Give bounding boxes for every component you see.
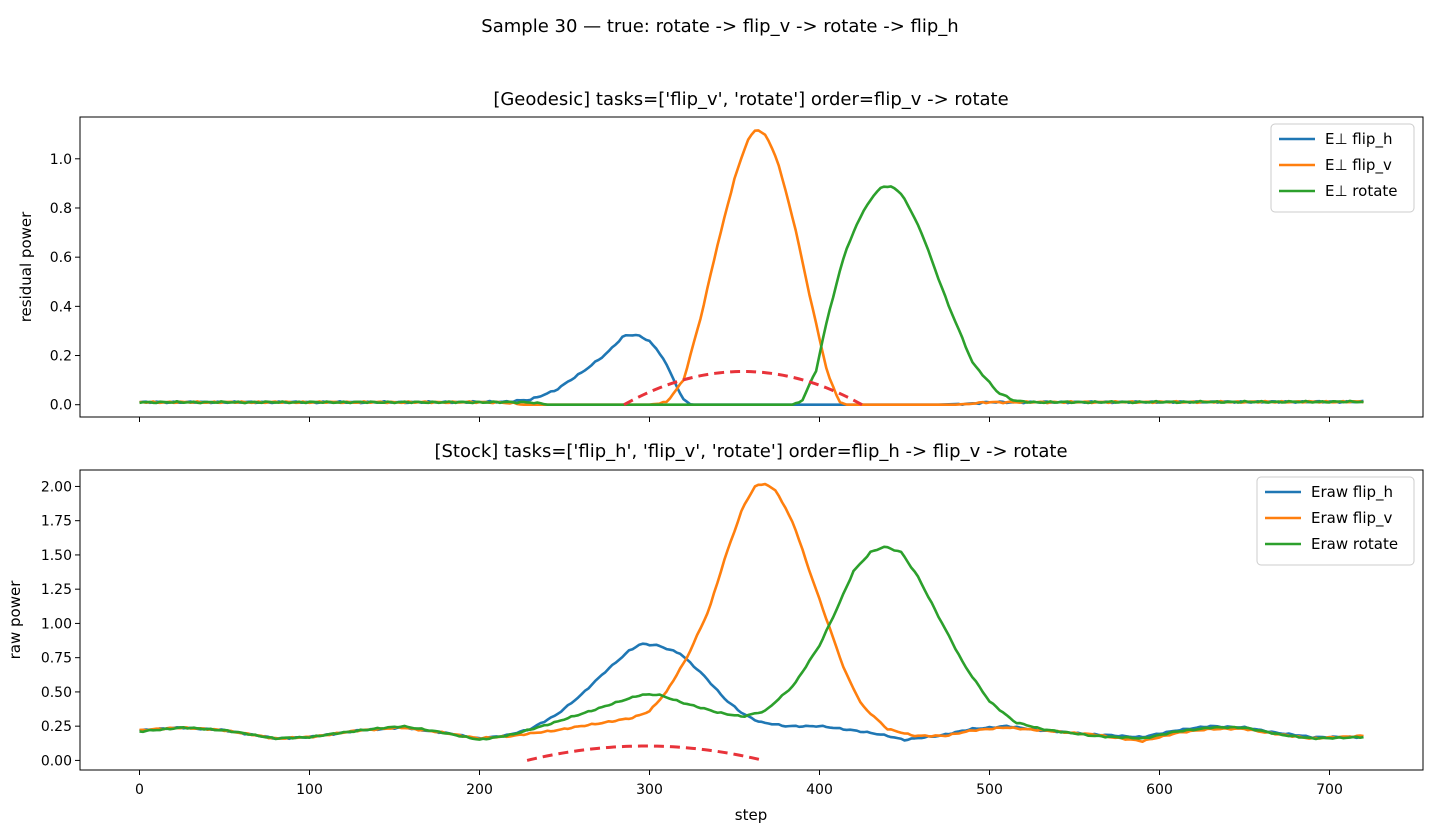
stock-y-ticks: 0.00 0.25 0.50 0.75 1.00 1.25 1.50 1.75 2.00: [41, 479, 80, 769]
stock-series-group: [139, 482, 1364, 744]
geodesic-y-tick-label: 0.4: [50, 299, 72, 315]
stock-x-axis-label: step: [735, 806, 767, 824]
stock-y-tick-label: 0.00: [41, 753, 72, 769]
geodesic-y-tick-label: 0.8: [50, 201, 72, 217]
stock-legend-label-3: Eraw rotate: [1311, 535, 1398, 553]
figure-suptitle: Sample 30 — true: rotate -> flip_v -> ro…: [481, 16, 958, 37]
stock-legend: Eraw flip_h Eraw flip_v Eraw rotate: [1256, 476, 1415, 566]
stock-y-tick-label: 0.50: [41, 685, 72, 701]
geodesic-series-group: [139, 129, 1364, 406]
geodesic-y-tick-label: 1.0: [50, 152, 72, 168]
geodesic-plot-frame: [79, 116, 1424, 418]
geodesic-y-tick-label: 0.0: [50, 398, 72, 414]
stock-x-tick-label: 600: [1146, 782, 1173, 798]
stock-legend-label-2: Eraw flip_v: [1311, 509, 1393, 528]
stock-dashed-curve: [526, 744, 764, 762]
geodesic-y-tick-label: 0.6: [50, 250, 72, 266]
stock-y-tick-label: 0.25: [41, 719, 72, 735]
stock-y-tick-label: 1.25: [41, 582, 72, 598]
geodesic-legend-label-3: E⊥ rotate: [1325, 182, 1398, 200]
geodesic-panel: [Geodesic] tasks=['flip_v', 'rotate'] or…: [17, 89, 1424, 422]
stock-y-tick-label: 2.00: [41, 479, 72, 495]
stock-plot-frame: [79, 469, 1424, 771]
stock-y-tick-label: 1.75: [41, 514, 72, 530]
geodesic-legend: E⊥ flip_h E⊥ flip_v E⊥ rotate: [1270, 123, 1415, 213]
stock-legend-label-1: Eraw flip_h: [1311, 483, 1393, 502]
stock-y-tick-label: 1.50: [41, 548, 72, 564]
geodesic-x-ticks: [139, 417, 1330, 422]
stock-x-tick-label: 0: [135, 782, 144, 798]
stock-x-tick-label: 300: [636, 782, 663, 798]
stock-y-axis-label: raw power: [6, 580, 24, 660]
geodesic-panel-title: [Geodesic] tasks=['flip_v', 'rotate'] or…: [493, 89, 1008, 110]
geodesic-legend-label-2: E⊥ flip_v: [1325, 156, 1392, 175]
stock-x-ticks: 0 100 200 300 400 500 600 700: [135, 770, 1343, 798]
stock-dashed-curve-group: [526, 744, 764, 762]
geodesic-y-tick-label: 0.2: [50, 349, 72, 365]
geodesic-legend-label-1: E⊥ flip_h: [1325, 130, 1392, 149]
stock-x-tick-label: 400: [806, 782, 833, 798]
stock-panel-title: [Stock] tasks=['flip_h', 'flip_v', 'rota…: [434, 441, 1067, 462]
stock-x-tick-label: 200: [466, 782, 493, 798]
stock-y-tick-label: 1.00: [41, 616, 72, 632]
stock-x-tick-label: 700: [1316, 782, 1343, 798]
stock-series-line-3: [139, 545, 1364, 741]
stock-y-tick-label: 0.75: [41, 651, 72, 667]
geodesic-y-ticks: 0.0 0.2 0.4 0.6 0.8 1.0: [50, 152, 80, 414]
geodesic-y-axis-label: residual power: [17, 211, 35, 322]
geodesic-series-line-3: [139, 185, 1364, 406]
stock-x-tick-label: 500: [976, 782, 1003, 798]
stock-panel: [Stock] tasks=['flip_h', 'flip_v', 'rota…: [6, 441, 1424, 824]
stock-x-tick-label: 100: [296, 782, 323, 798]
